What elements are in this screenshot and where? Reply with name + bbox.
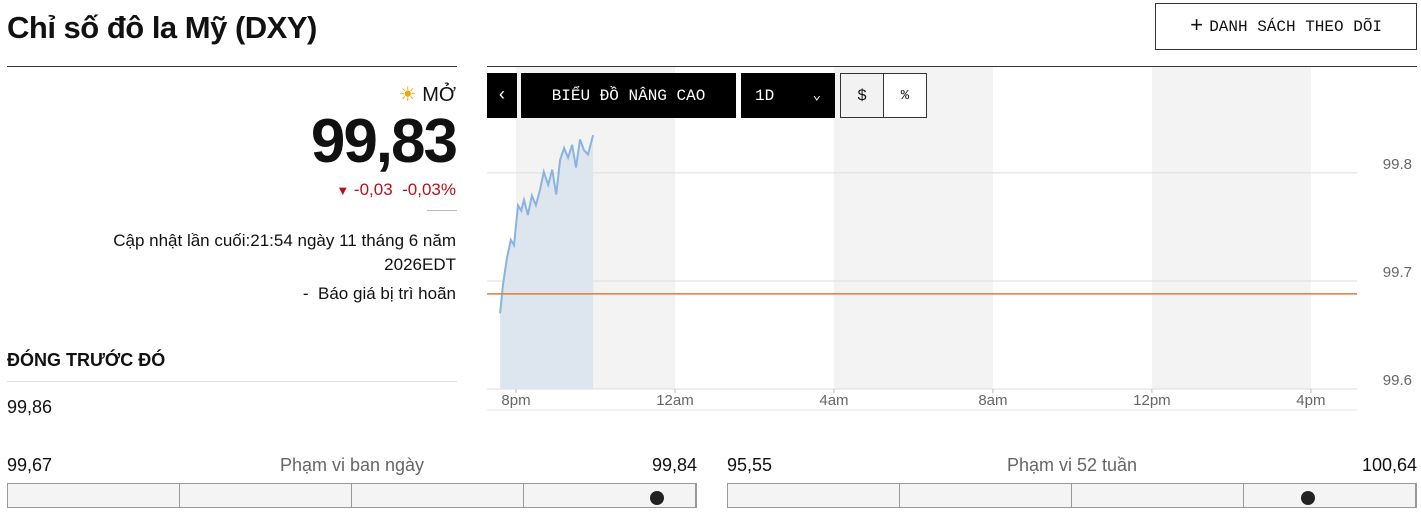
interval-dropdown[interactable]: 1D ⌄ bbox=[741, 73, 835, 118]
sun-icon: ☀ bbox=[398, 84, 417, 106]
price: 99,83 bbox=[310, 107, 458, 176]
bar-segment bbox=[728, 484, 900, 507]
y-tick-label: 99.6 bbox=[1383, 372, 1412, 389]
bar-segment bbox=[1072, 484, 1244, 507]
x-tick-label: 12pm bbox=[1133, 392, 1171, 409]
price-line bbox=[499, 134, 595, 314]
divider bbox=[487, 66, 1417, 67]
dollar-button[interactable]: $ bbox=[840, 73, 884, 118]
y-tick-label: 99.8 bbox=[1383, 156, 1412, 173]
divider bbox=[427, 210, 457, 211]
week52-range-label: Phạm vi 52 tuần bbox=[1006, 455, 1138, 475]
line-area bbox=[500, 135, 594, 389]
market-status: ☀ MỞ bbox=[399, 82, 456, 107]
page-title: Chỉ số đô la Mỹ (DXY) bbox=[7, 10, 317, 45]
bar-segment bbox=[180, 484, 352, 507]
percent-button[interactable]: % bbox=[883, 73, 927, 118]
bar-segment bbox=[1244, 484, 1416, 507]
interval-text: 1D bbox=[755, 86, 775, 105]
bar-segment bbox=[524, 484, 696, 507]
prev-close-value: 99,86 bbox=[7, 397, 53, 417]
down-arrow: ▼ bbox=[336, 183, 350, 198]
watchlist-text: DANH SÁCH THEO DÕI bbox=[1209, 17, 1383, 36]
bar-segment bbox=[8, 484, 180, 507]
day-range-label: Phạm vi ban ngày bbox=[279, 455, 425, 475]
range-marker bbox=[650, 491, 665, 505]
x-tick-label: 8am bbox=[978, 392, 1007, 409]
week52-range-bar bbox=[727, 483, 1417, 508]
change: -0,03 bbox=[353, 180, 393, 199]
bar-segment bbox=[352, 484, 524, 507]
advanced-chart-button[interactable]: BIỂU ĐỒ NÂNG CAO bbox=[521, 73, 736, 118]
week52-low: 95,55 bbox=[727, 455, 773, 475]
day-high: 99,84 bbox=[651, 455, 697, 475]
change-pct: -0,03% bbox=[402, 180, 456, 199]
status-text: MỞ bbox=[422, 84, 456, 106]
chevron: ⌄ bbox=[812, 88, 821, 104]
day-low: 99,67 bbox=[7, 455, 53, 475]
prev-close-label: ĐÓNG TRƯỚC ĐÓ bbox=[7, 350, 166, 370]
watchlist-button[interactable]: + DANH SÁCH THEO DÕI bbox=[1155, 3, 1417, 50]
day-range-bar bbox=[7, 483, 697, 508]
x-tick-label: 8pm bbox=[501, 392, 530, 409]
divider bbox=[7, 66, 457, 67]
session-band bbox=[833, 67, 993, 389]
change-row: ▼ -0,03 -0,03% bbox=[336, 180, 456, 200]
range-marker bbox=[1301, 491, 1316, 505]
delay-note: - Báo giá bị trì hoãn bbox=[302, 284, 456, 303]
divider bbox=[7, 381, 457, 382]
x-tick-label: 4pm bbox=[1296, 392, 1325, 409]
week52-high: 100,64 bbox=[1361, 455, 1417, 475]
last-updated: Cập nhật lần cuối:21:54 ngày 11 tháng 6 … bbox=[113, 231, 456, 274]
back-button[interactable]: ‹ bbox=[487, 73, 517, 118]
bar-segment bbox=[900, 484, 1072, 507]
plus-icon: + bbox=[1189, 14, 1204, 39]
x-tick-label: 12am bbox=[656, 392, 694, 409]
x-tick-label: 4am bbox=[819, 392, 848, 409]
session-band bbox=[1151, 67, 1311, 389]
y-tick-label: 99.7 bbox=[1383, 264, 1412, 281]
